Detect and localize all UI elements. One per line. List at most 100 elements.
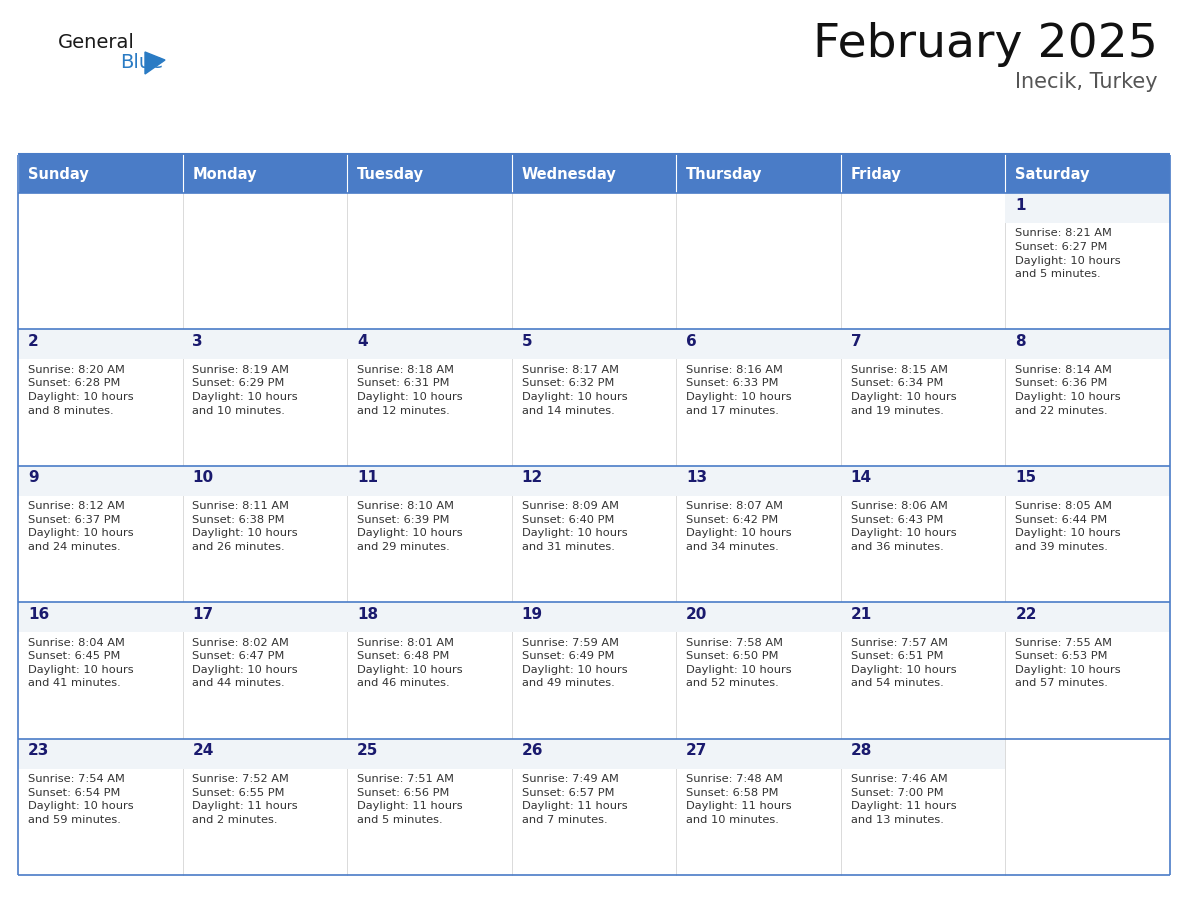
Text: Sunrise: 7:48 AM
Sunset: 6:58 PM
Daylight: 11 hours
and 10 minutes.: Sunrise: 7:48 AM Sunset: 6:58 PM Dayligh… [687,774,791,825]
Bar [183,739,347,768]
Text: 11: 11 [358,470,378,486]
Text: 4: 4 [358,334,367,349]
Bar [841,465,1005,496]
Text: Sunrise: 7:46 AM
Sunset: 7:00 PM
Daylight: 11 hours
and 13 minutes.: Sunrise: 7:46 AM Sunset: 7:00 PM Dayligh… [851,774,956,825]
Bar [347,602,512,739]
Bar [676,330,841,465]
Bar [18,330,183,465]
Text: Sunrise: 8:18 AM
Sunset: 6:31 PM
Daylight: 10 hours
and 12 minutes.: Sunrise: 8:18 AM Sunset: 6:31 PM Dayligh… [358,364,462,416]
Bar [1005,155,1170,193]
Bar [512,465,676,602]
Bar [183,465,347,496]
Bar [347,739,512,768]
Text: Sunrise: 8:10 AM
Sunset: 6:39 PM
Daylight: 10 hours
and 29 minutes.: Sunrise: 8:10 AM Sunset: 6:39 PM Dayligh… [358,501,462,552]
Text: Sunrise: 7:58 AM
Sunset: 6:50 PM
Daylight: 10 hours
and 52 minutes.: Sunrise: 7:58 AM Sunset: 6:50 PM Dayligh… [687,638,791,688]
Bar [512,330,676,360]
Text: 27: 27 [687,743,708,758]
Text: Sunrise: 7:57 AM
Sunset: 6:51 PM
Daylight: 10 hours
and 54 minutes.: Sunrise: 7:57 AM Sunset: 6:51 PM Dayligh… [851,638,956,688]
Text: 20: 20 [687,607,708,621]
Text: Sunrise: 8:11 AM
Sunset: 6:38 PM
Daylight: 10 hours
and 26 minutes.: Sunrise: 8:11 AM Sunset: 6:38 PM Dayligh… [192,501,298,552]
Text: Sunrise: 8:01 AM
Sunset: 6:48 PM
Daylight: 10 hours
and 46 minutes.: Sunrise: 8:01 AM Sunset: 6:48 PM Dayligh… [358,638,462,688]
Bar [1005,465,1170,496]
Bar [1005,465,1170,602]
Text: Wednesday: Wednesday [522,166,617,182]
Text: Sunrise: 7:59 AM
Sunset: 6:49 PM
Daylight: 10 hours
and 49 minutes.: Sunrise: 7:59 AM Sunset: 6:49 PM Dayligh… [522,638,627,688]
Text: Sunrise: 8:12 AM
Sunset: 6:37 PM
Daylight: 10 hours
and 24 minutes.: Sunrise: 8:12 AM Sunset: 6:37 PM Dayligh… [27,501,133,552]
Text: 6: 6 [687,334,697,349]
Bar [841,155,1005,193]
Bar [676,602,841,633]
Text: Sunrise: 8:06 AM
Sunset: 6:43 PM
Daylight: 10 hours
and 36 minutes.: Sunrise: 8:06 AM Sunset: 6:43 PM Dayligh… [851,501,956,552]
Text: Sunrise: 7:51 AM
Sunset: 6:56 PM
Daylight: 11 hours
and 5 minutes.: Sunrise: 7:51 AM Sunset: 6:56 PM Dayligh… [358,774,462,825]
Text: 2: 2 [27,334,39,349]
Bar [1005,739,1170,875]
Bar [841,330,1005,465]
Text: Sunrise: 8:09 AM
Sunset: 6:40 PM
Daylight: 10 hours
and 31 minutes.: Sunrise: 8:09 AM Sunset: 6:40 PM Dayligh… [522,501,627,552]
Bar [347,739,512,875]
Text: 12: 12 [522,470,543,486]
Bar [1005,330,1170,360]
Text: 7: 7 [851,334,861,349]
Bar [183,330,347,465]
Text: Inecik, Turkey: Inecik, Turkey [1016,72,1158,92]
Bar [1005,602,1170,633]
Bar [841,330,1005,360]
Text: 5: 5 [522,334,532,349]
Text: Sunrise: 7:55 AM
Sunset: 6:53 PM
Daylight: 10 hours
and 57 minutes.: Sunrise: 7:55 AM Sunset: 6:53 PM Dayligh… [1016,638,1121,688]
Bar [676,739,841,875]
Text: 26: 26 [522,743,543,758]
Bar [676,465,841,496]
Text: General: General [58,33,135,52]
Text: Blue: Blue [120,53,163,72]
Bar [512,193,676,330]
Bar [676,330,841,360]
Bar [18,193,183,330]
Bar [18,739,183,768]
Text: Sunrise: 8:05 AM
Sunset: 6:44 PM
Daylight: 10 hours
and 39 minutes.: Sunrise: 8:05 AM Sunset: 6:44 PM Dayligh… [1016,501,1121,552]
Bar [512,602,676,739]
Bar [183,193,347,330]
Text: 9: 9 [27,470,38,486]
Bar [841,602,1005,633]
Bar [1005,602,1170,739]
Text: 18: 18 [358,607,378,621]
Bar [512,739,676,875]
Text: Sunrise: 8:16 AM
Sunset: 6:33 PM
Daylight: 10 hours
and 17 minutes.: Sunrise: 8:16 AM Sunset: 6:33 PM Dayligh… [687,364,791,416]
Bar [841,602,1005,739]
Bar [512,330,676,465]
Bar [18,739,183,875]
Bar [676,602,841,739]
Bar [183,602,347,633]
Bar [347,330,512,465]
Text: 24: 24 [192,743,214,758]
Text: Sunrise: 8:07 AM
Sunset: 6:42 PM
Daylight: 10 hours
and 34 minutes.: Sunrise: 8:07 AM Sunset: 6:42 PM Dayligh… [687,501,791,552]
Bar [512,155,676,193]
Text: Thursday: Thursday [687,166,763,182]
Text: Sunday: Sunday [27,166,89,182]
Bar [1005,330,1170,465]
Text: Sunrise: 8:17 AM
Sunset: 6:32 PM
Daylight: 10 hours
and 14 minutes.: Sunrise: 8:17 AM Sunset: 6:32 PM Dayligh… [522,364,627,416]
Text: 8: 8 [1016,334,1026,349]
Bar [183,465,347,602]
Bar [841,465,1005,602]
Bar [676,155,841,193]
Bar [18,330,183,360]
Bar [347,193,512,330]
Bar [347,465,512,496]
Text: 21: 21 [851,607,872,621]
Text: 14: 14 [851,470,872,486]
Text: 25: 25 [358,743,379,758]
Bar [676,465,841,602]
Text: Sunrise: 8:21 AM
Sunset: 6:27 PM
Daylight: 10 hours
and 5 minutes.: Sunrise: 8:21 AM Sunset: 6:27 PM Dayligh… [1016,229,1121,279]
Bar [18,602,183,633]
Text: Sunrise: 8:19 AM
Sunset: 6:29 PM
Daylight: 10 hours
and 10 minutes.: Sunrise: 8:19 AM Sunset: 6:29 PM Dayligh… [192,364,298,416]
Text: Saturday: Saturday [1016,166,1089,182]
Text: 22: 22 [1016,607,1037,621]
Bar [1005,193,1170,223]
Text: Sunrise: 8:14 AM
Sunset: 6:36 PM
Daylight: 10 hours
and 22 minutes.: Sunrise: 8:14 AM Sunset: 6:36 PM Dayligh… [1016,364,1121,416]
Bar [1005,193,1170,330]
Text: 16: 16 [27,607,49,621]
Text: Sunrise: 8:15 AM
Sunset: 6:34 PM
Daylight: 10 hours
and 19 minutes.: Sunrise: 8:15 AM Sunset: 6:34 PM Dayligh… [851,364,956,416]
Text: Tuesday: Tuesday [358,166,424,182]
Bar [347,465,512,602]
